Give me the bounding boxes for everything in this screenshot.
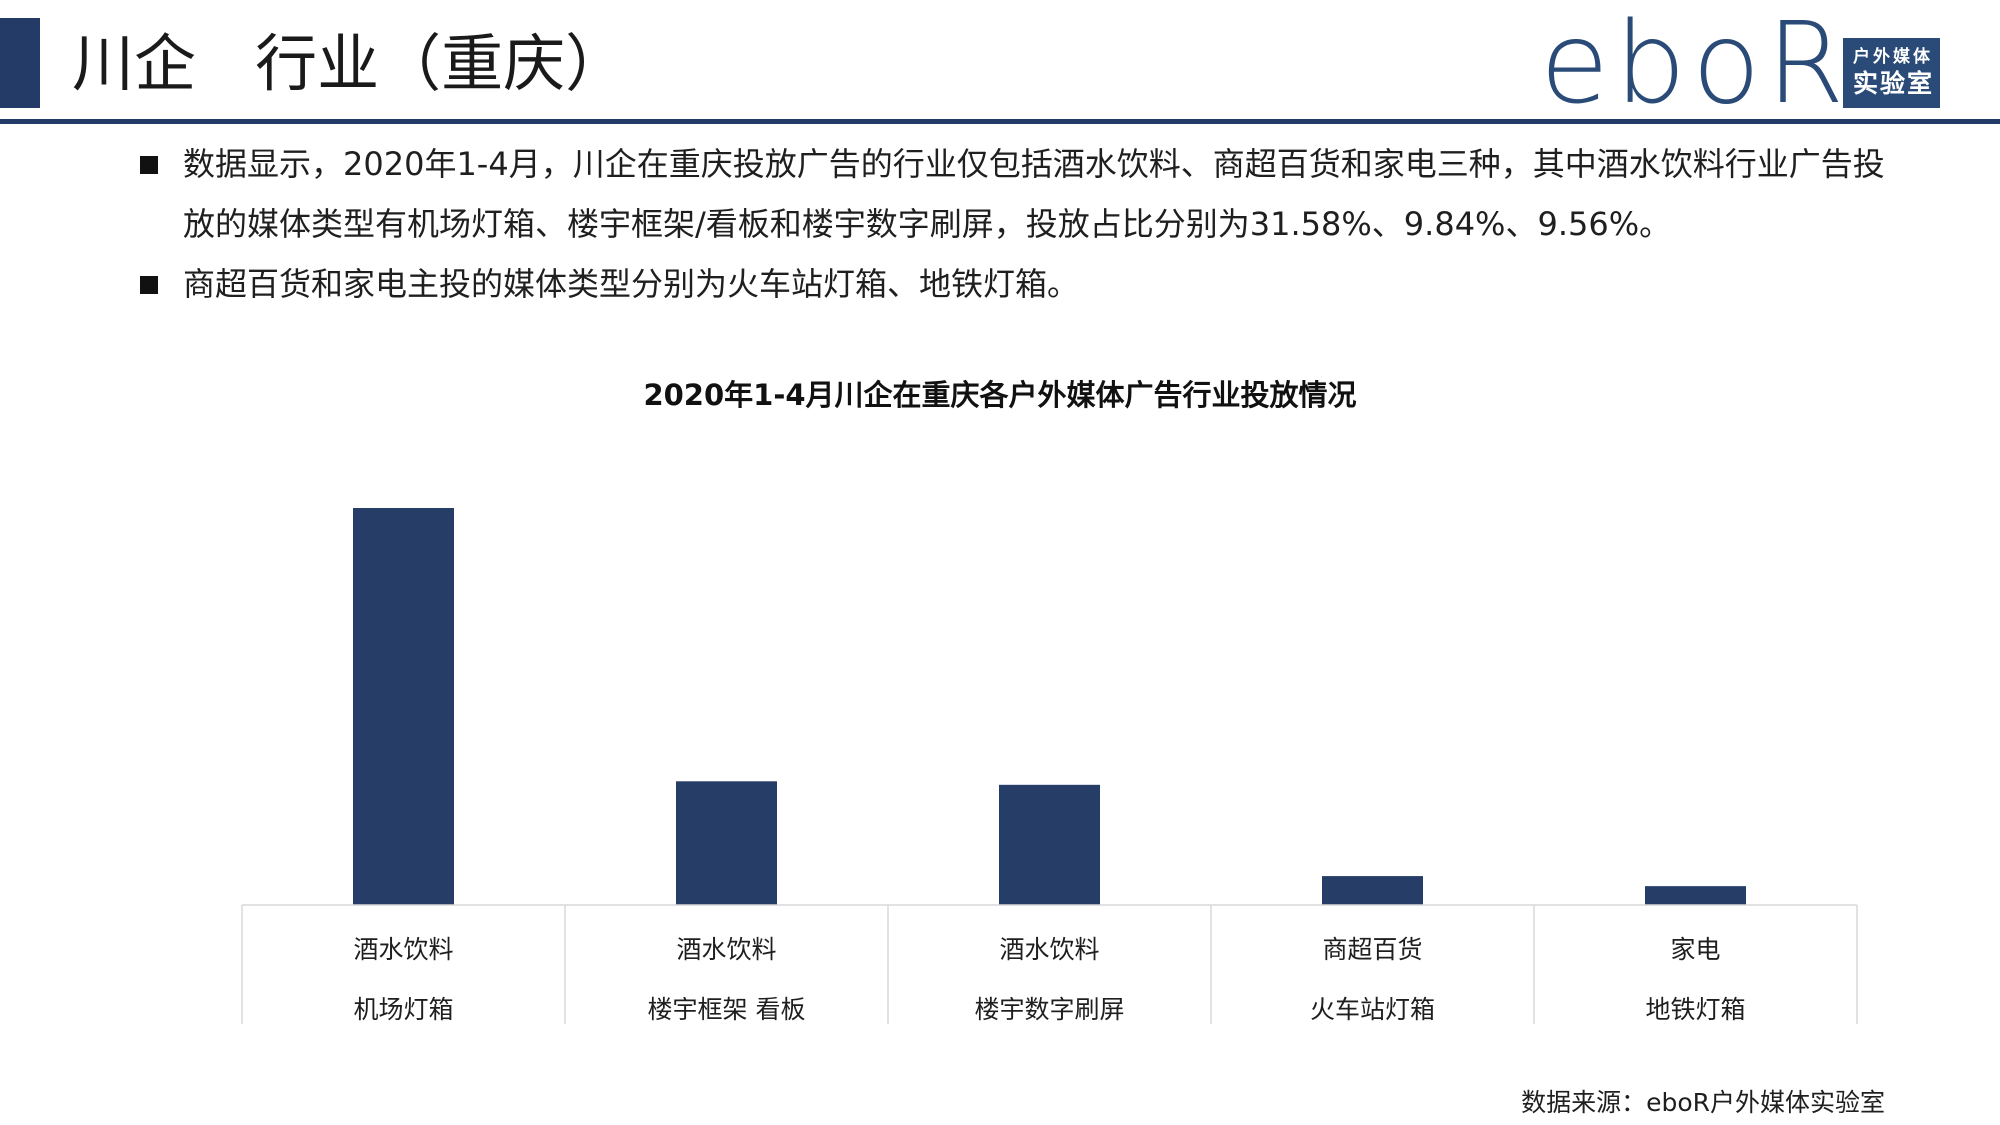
- category-label-3-1: 酒水饮料: [999, 935, 1099, 964]
- page-title: 川企 行业（重庆）: [72, 27, 628, 100]
- logo-badge-line1: 户外媒体: [1853, 47, 1933, 67]
- logo-wordmark: eboR: [1540, 0, 1851, 129]
- chart-title: 2020年1-4月川企在重庆各户外媒体广告行业投放情况: [643, 378, 1357, 412]
- logo-badge: 户外媒体 实验室: [1843, 38, 1940, 108]
- title-accent-bar: [0, 18, 40, 108]
- category-label-5-1: 家电: [1670, 935, 1720, 964]
- bar-5: [1645, 886, 1746, 905]
- bar-1: [353, 507, 454, 905]
- bar-2: [676, 781, 777, 905]
- category-label-4-2: 火车站灯箱: [1310, 995, 1435, 1024]
- logo-badge-line2: 实验室: [1853, 69, 1935, 98]
- header-divider: [0, 119, 2000, 124]
- bar-3: [999, 784, 1100, 905]
- category-label-4-1: 商超百货: [1322, 935, 1422, 964]
- bullet-square-icon: [140, 156, 158, 174]
- bullet-text: 数据显示，2020年1-4月，川企在重庆投放广告的行业仅包括酒水饮料、商超百货和…: [183, 145, 1885, 243]
- bullet-square-icon: [140, 276, 158, 294]
- category-label-3-2: 楼宇数字刷屏: [974, 995, 1124, 1024]
- bar-4: [1322, 876, 1423, 905]
- bullet-item: 商超百货和家电主投的媒体类型分别为火车站灯箱、地铁灯箱。: [137, 254, 1897, 314]
- bullet-text: 商超百货和家电主投的媒体类型分别为火车站灯箱、地铁灯箱。: [183, 265, 1080, 303]
- category-label-2-2: 楼宇框架 看板: [648, 995, 806, 1024]
- category-label-5-2: 地铁灯箱: [1645, 995, 1745, 1024]
- bullet-item: 数据显示，2020年1-4月，川企在重庆投放广告的行业仅包括酒水饮料、商超百货和…: [137, 134, 1897, 254]
- category-label-1-1: 酒水饮料: [353, 935, 453, 964]
- source-note: 数据来源：eboR户外媒体实验室: [1521, 1088, 1885, 1117]
- brand-logo: eboR 户外媒体 实验室: [1540, 0, 1940, 129]
- category-label-1-2: 机场灯箱: [353, 995, 453, 1024]
- category-label-2-1: 酒水饮料: [676, 935, 776, 964]
